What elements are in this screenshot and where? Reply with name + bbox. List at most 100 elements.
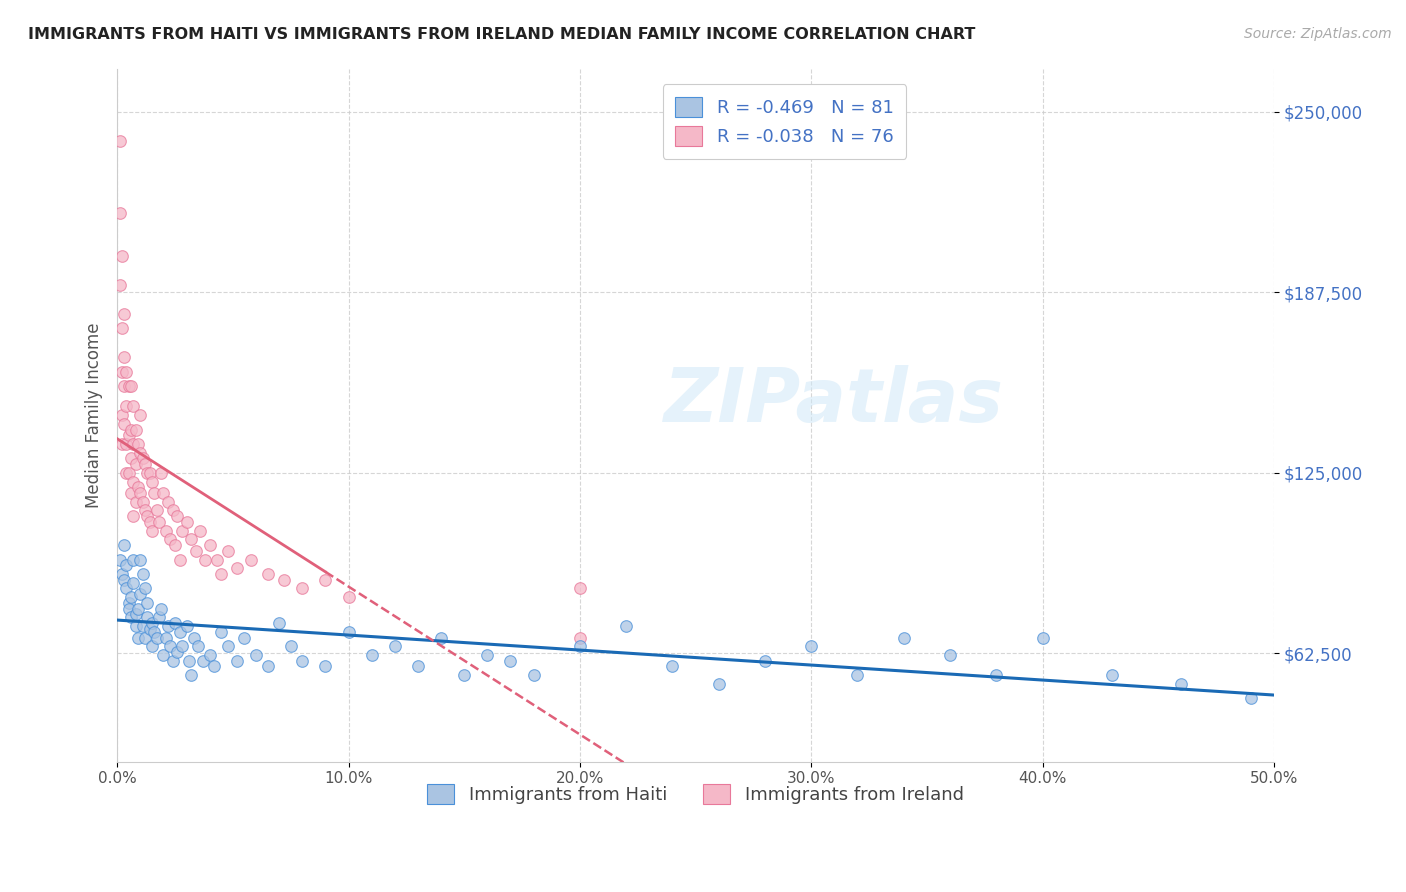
- Point: [141, 524, 163, 538]
- Point: [170, 639, 193, 653]
- Point: [202, 659, 225, 673]
- Point: [115, 437, 138, 451]
- Point: [138, 466, 160, 480]
- Point: [163, 616, 186, 631]
- Point: [118, 601, 141, 615]
- Point: [180, 533, 202, 547]
- Point: [152, 486, 174, 500]
- Point: [141, 475, 163, 489]
- Point: [169, 552, 191, 566]
- Point: [150, 466, 173, 480]
- Point: [141, 639, 163, 653]
- Point: [150, 601, 173, 615]
- Point: [614, 619, 637, 633]
- Point: [157, 619, 180, 633]
- Point: [273, 573, 295, 587]
- Point: [568, 639, 591, 653]
- Point: [125, 619, 148, 633]
- Point: [138, 622, 160, 636]
- Point: [162, 503, 184, 517]
- Point: [430, 631, 453, 645]
- Point: [129, 587, 152, 601]
- Point: [115, 466, 138, 480]
- Point: [108, 134, 131, 148]
- Point: [111, 249, 134, 263]
- Point: [169, 624, 191, 639]
- Point: [176, 619, 198, 633]
- Point: [477, 648, 499, 662]
- Point: [118, 379, 141, 393]
- Point: [120, 486, 142, 500]
- Point: [148, 610, 170, 624]
- Point: [112, 417, 135, 431]
- Point: [122, 400, 145, 414]
- Point: [568, 582, 591, 596]
- Point: [111, 365, 134, 379]
- Point: [846, 668, 869, 682]
- Legend: Immigrants from Haiti, Immigrants from Ireland: Immigrants from Haiti, Immigrants from I…: [416, 773, 974, 815]
- Point: [115, 558, 138, 573]
- Point: [125, 423, 148, 437]
- Point: [111, 321, 134, 335]
- Point: [568, 631, 591, 645]
- Point: [155, 631, 177, 645]
- Point: [120, 423, 142, 437]
- Point: [108, 206, 131, 220]
- Point: [129, 486, 152, 500]
- Point: [162, 654, 184, 668]
- Point: [111, 567, 134, 582]
- Point: [115, 400, 138, 414]
- Point: [134, 631, 156, 645]
- Point: [314, 573, 336, 587]
- Point: [198, 538, 221, 552]
- Point: [384, 639, 406, 653]
- Point: [122, 475, 145, 489]
- Point: [143, 486, 166, 500]
- Point: [127, 437, 149, 451]
- Point: [453, 668, 475, 682]
- Point: [707, 677, 730, 691]
- Point: [111, 437, 134, 451]
- Point: [226, 561, 249, 575]
- Point: [115, 365, 138, 379]
- Point: [131, 619, 153, 633]
- Point: [148, 515, 170, 529]
- Point: [157, 495, 180, 509]
- Point: [194, 552, 217, 566]
- Point: [245, 648, 267, 662]
- Point: [136, 596, 159, 610]
- Point: [112, 379, 135, 393]
- Point: [269, 616, 291, 631]
- Point: [141, 616, 163, 631]
- Point: [125, 457, 148, 471]
- Point: [337, 590, 360, 604]
- Point: [134, 582, 156, 596]
- Point: [138, 515, 160, 529]
- Point: [127, 631, 149, 645]
- Point: [127, 601, 149, 615]
- Point: [127, 480, 149, 494]
- Point: [291, 582, 314, 596]
- Point: [131, 495, 153, 509]
- Point: [170, 524, 193, 538]
- Point: [187, 639, 209, 653]
- Point: [111, 408, 134, 422]
- Point: [118, 596, 141, 610]
- Point: [1101, 668, 1123, 682]
- Point: [205, 552, 228, 566]
- Point: [163, 538, 186, 552]
- Point: [800, 639, 823, 653]
- Point: [314, 659, 336, 673]
- Point: [120, 451, 142, 466]
- Point: [233, 631, 256, 645]
- Point: [184, 544, 207, 558]
- Point: [754, 654, 776, 668]
- Point: [159, 533, 181, 547]
- Point: [112, 538, 135, 552]
- Point: [122, 552, 145, 566]
- Point: [240, 552, 263, 566]
- Point: [280, 639, 302, 653]
- Point: [122, 437, 145, 451]
- Point: [129, 408, 152, 422]
- Point: [118, 466, 141, 480]
